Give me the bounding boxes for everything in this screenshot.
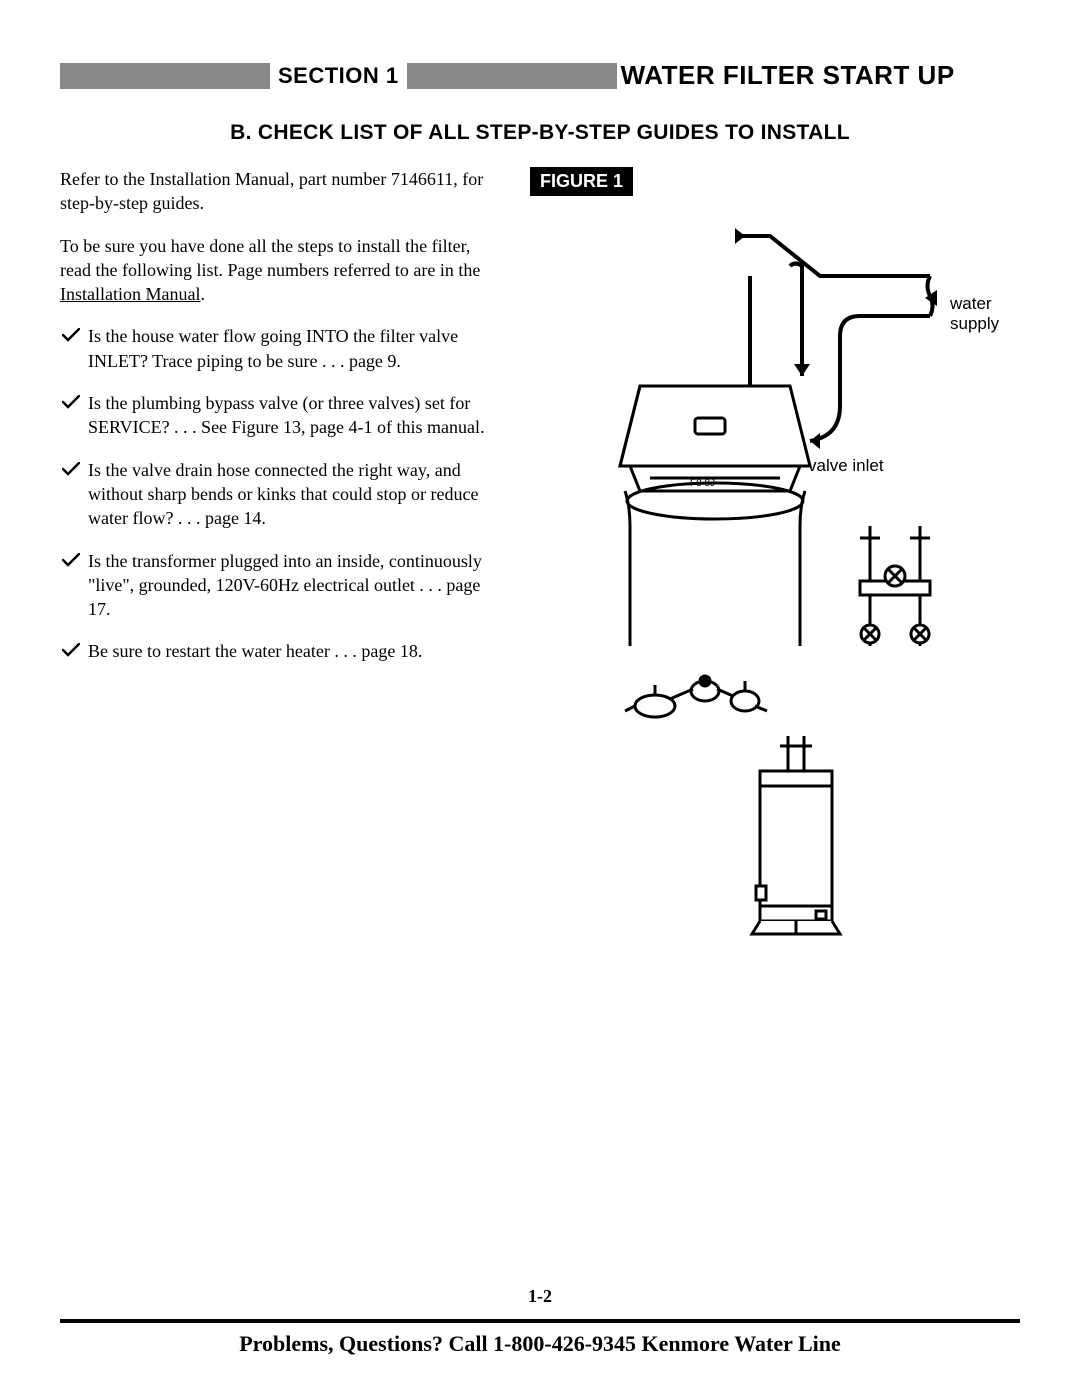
check-item-2: Is the plumbing bypass valve (or three v…	[88, 391, 500, 440]
page-title: WATER FILTER START UP	[617, 60, 955, 91]
check-item-4: Is the transformer plugged into an insid…	[88, 549, 500, 622]
header-decor-left	[60, 63, 270, 89]
left-column: Refer to the Installation Manual, part n…	[60, 167, 500, 682]
check-list: Is the house water flow going INTO the f…	[60, 324, 500, 663]
page-header: SECTION 1 WATER FILTER START UP	[60, 60, 1020, 91]
intro-p2-text-a: To be sure you have done all the steps t…	[60, 236, 480, 280]
intro-paragraph-2: To be sure you have done all the steps t…	[60, 234, 500, 307]
intro-p2-text-b: .	[200, 284, 205, 304]
check-item-1: Is the house water flow going INTO the f…	[88, 324, 500, 373]
content-row: Refer to the Installation Manual, part n…	[60, 167, 1020, 1006]
page-number: 1-2	[0, 1286, 1080, 1307]
check-item-5: Be sure to restart the water heater . . …	[88, 639, 500, 663]
annotation-water-supply: water supply	[950, 294, 1030, 335]
subheading: B. CHECK LIST OF ALL STEP-BY-STEP GUIDES…	[60, 121, 1020, 145]
filter-diagram-svg: F8 8J	[530, 206, 970, 986]
annotation-valve-inlet: valve inlet	[808, 456, 884, 476]
footer-rule	[60, 1319, 1020, 1323]
check-item-3: Is the valve drain hose connected the ri…	[88, 458, 500, 531]
intro-paragraph-1: Refer to the Installation Manual, part n…	[60, 167, 500, 216]
figure-label: FIGURE 1	[530, 167, 633, 196]
header-decor-mid	[407, 63, 617, 89]
right-column: FIGURE 1	[530, 167, 1020, 1006]
figure-1-diagram: F8 8J	[530, 206, 1020, 1006]
section-label: SECTION 1	[270, 63, 407, 89]
footer-text: Problems, Questions? Call 1-800-426-9345…	[0, 1331, 1080, 1357]
installation-manual-link: Installation Manual	[60, 284, 200, 304]
